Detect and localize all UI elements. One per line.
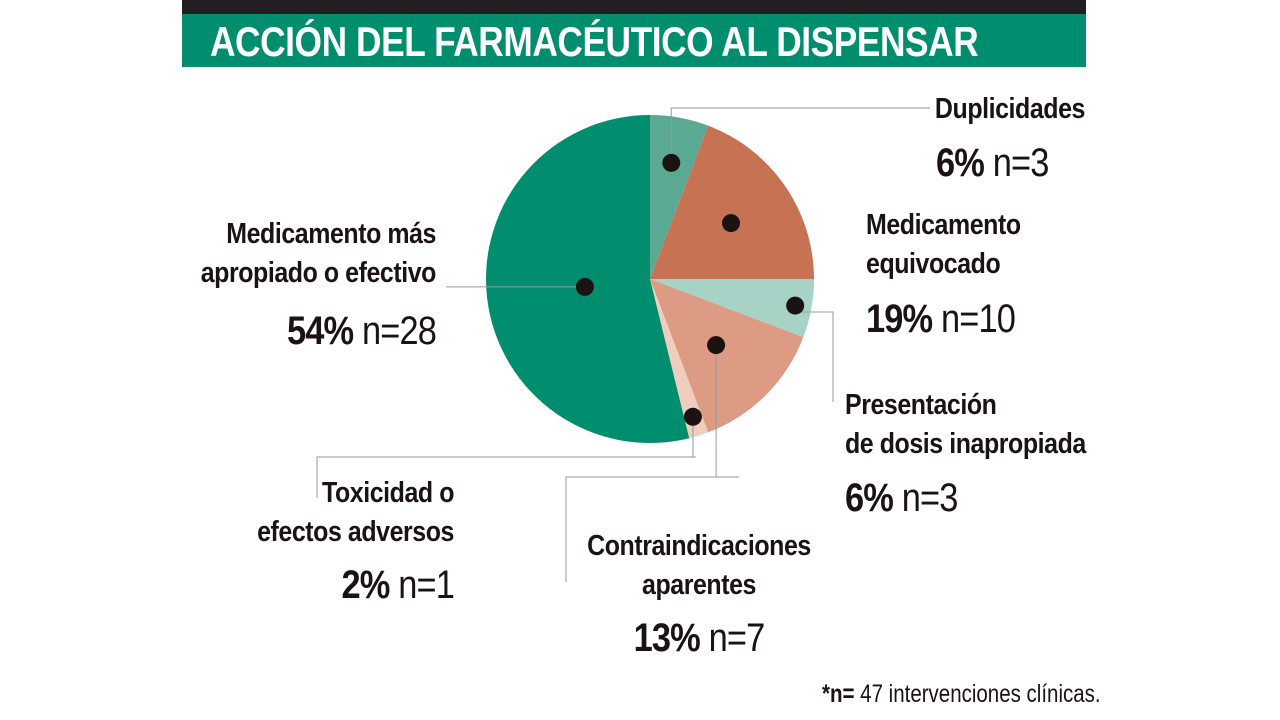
leader-line — [316, 416, 696, 498]
title-banner — [182, 14, 1086, 67]
n-contraindicaciones: n=7 — [708, 616, 766, 660]
label-apropiado-line2: apropiado o efectivo — [200, 257, 437, 289]
leader-line — [670, 107, 930, 163]
n-equivocado: n=10 — [940, 297, 1016, 341]
slice-marker — [721, 214, 740, 233]
pie-slice — [650, 115, 709, 279]
pie-slice — [650, 279, 709, 439]
leader-line — [565, 345, 739, 582]
title-top-bar — [182, 0, 1086, 14]
label-duplicidades: Duplicidades — [926, 90, 1085, 129]
pct-equivocado: 19% — [866, 297, 933, 341]
n-duplicidades: n=3 — [992, 141, 1050, 185]
label-presentacion: Presentación de dosis inapropiada — [845, 386, 1086, 464]
label-contraindicaciones: Contraindicaciones aparentes — [579, 527, 818, 605]
label-equivocado: Medicamento equivocado — [866, 206, 1021, 284]
label-presentacion-line2: de dosis inapropiada — [845, 428, 1086, 460]
label-apropiado: Medicamento más apropiado o efectivo — [190, 215, 437, 293]
footnote-text: 47 intervenciones clínicas. — [854, 680, 1101, 708]
footnote: *n= 47 intervenciones clínicas. — [822, 680, 1101, 709]
label-equivocado-line1: Medicamento — [866, 209, 1021, 241]
label-contraindicaciones-line2: aparentes — [642, 569, 756, 601]
label-equivocado-line2: equivocado — [866, 248, 1001, 280]
label-apropiado-line1: Medicamento más — [226, 218, 436, 250]
stat-duplicidades: 6% n=3 — [936, 140, 1050, 186]
pct-contraindicaciones: 13% — [633, 616, 701, 660]
label-toxicidad-line2: efectos adversos — [257, 516, 454, 548]
stat-contraindicaciones: 13% n=7 — [579, 615, 818, 661]
pct-apropiado: 54% — [286, 309, 354, 353]
pct-duplicidades: 6% — [936, 141, 985, 185]
slice-marker — [707, 336, 726, 355]
pie-slice — [650, 279, 804, 433]
n-presentacion: n=3 — [901, 476, 959, 520]
label-contraindicaciones-line1: Contraindicaciones — [587, 530, 811, 562]
pct-presentacion: 6% — [845, 476, 894, 520]
footnote-prefix: *n= — [822, 680, 855, 708]
slice-marker — [662, 153, 681, 172]
slice-marker — [786, 296, 805, 315]
chart-title: ACCIÓN DEL FARMACÉUTICO AL DISPENSAR — [210, 18, 979, 65]
label-presentacion-line1: Presentación — [845, 389, 997, 421]
slice-marker — [575, 277, 594, 296]
stat-apropiado: 54% n=28 — [190, 308, 437, 354]
label-duplicidades-name: Duplicidades — [934, 93, 1085, 125]
stat-equivocado: 19% n=10 — [866, 296, 1016, 342]
stat-toxicidad: 2% n=1 — [236, 562, 455, 608]
n-apropiado: n=28 — [361, 309, 437, 353]
slice-marker — [683, 407, 702, 426]
pie-slice — [650, 125, 814, 279]
label-toxicidad: Toxicidad o efectos adversos — [236, 474, 454, 552]
stat-presentacion: 6% n=3 — [845, 475, 959, 521]
n-toxicidad: n=1 — [398, 563, 455, 607]
pie-slice — [650, 279, 814, 338]
label-toxicidad-line1: Toxicidad o — [322, 477, 454, 509]
pct-toxicidad: 2% — [341, 563, 391, 607]
